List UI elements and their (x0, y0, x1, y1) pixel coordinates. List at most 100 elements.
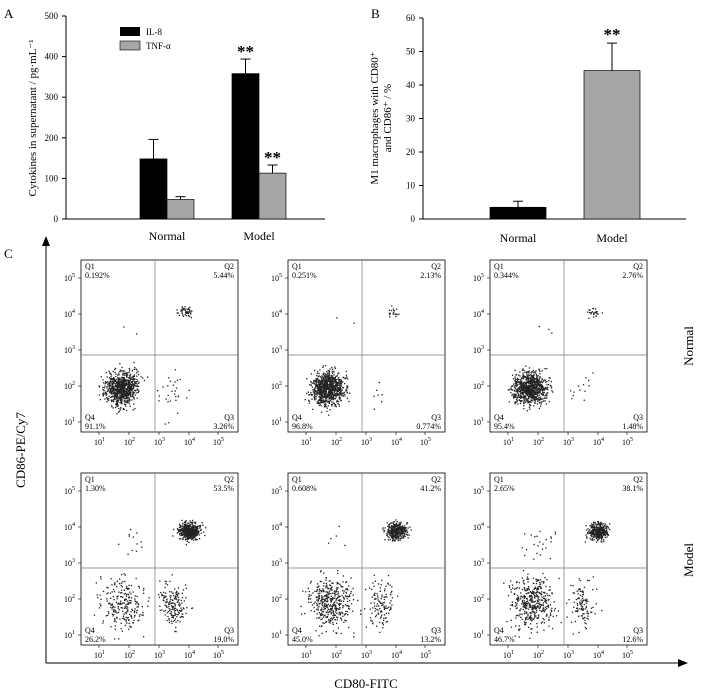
event-dot (319, 376, 322, 378)
event-dot (105, 382, 107, 384)
event-dot (170, 611, 173, 613)
event-dot (179, 605, 181, 607)
event-dot (588, 385, 590, 387)
event-dot (333, 402, 336, 405)
event-dot (329, 399, 332, 401)
event-dot (386, 596, 388, 598)
event-dot (321, 379, 323, 381)
event-dot (509, 608, 511, 610)
event-dot (165, 592, 167, 594)
event-dot (193, 534, 196, 536)
event-dot (158, 400, 160, 402)
event-dot (328, 401, 330, 404)
event-dot (319, 571, 322, 573)
event-dot (186, 536, 188, 538)
event-dot (319, 613, 321, 615)
event-dot (113, 386, 115, 388)
event-dot (529, 374, 531, 376)
event-dot (403, 534, 405, 537)
event-dot (132, 383, 134, 385)
event-dot (127, 395, 129, 397)
event-dot (129, 377, 131, 379)
event-dot (533, 386, 535, 389)
event-dot (111, 380, 113, 383)
event-dot (393, 312, 395, 314)
event-dot (539, 405, 542, 407)
panel-b-error-bar (513, 200, 523, 208)
event-dot (130, 616, 132, 618)
event-dot (121, 382, 123, 384)
event-dot (517, 403, 519, 405)
event-dot (130, 385, 132, 387)
event-dot (326, 381, 329, 383)
event-dot (189, 530, 191, 533)
event-dot (332, 597, 334, 600)
event-dot (515, 374, 518, 376)
event-dot (188, 525, 190, 528)
event-dot (334, 389, 336, 391)
event-dot (515, 378, 517, 381)
event-dot (200, 529, 202, 531)
event-dot (107, 592, 109, 594)
event-dot (119, 583, 121, 585)
event-dot (100, 604, 102, 607)
event-dot (120, 600, 122, 602)
event-dot (111, 406, 113, 408)
event-dot (137, 373, 140, 376)
event-dot (549, 589, 551, 591)
event-dot (337, 572, 339, 575)
event-dot (533, 399, 536, 401)
panel-a-bar-normal-il8 (139, 158, 168, 220)
event-dot (315, 378, 318, 381)
event-dot (117, 389, 119, 391)
event-dot (539, 383, 541, 385)
event-dot (341, 586, 343, 588)
event-dot (126, 383, 128, 385)
event-dot (549, 377, 551, 379)
tick-exponent: 5 (630, 437, 633, 443)
event-dot (522, 368, 524, 370)
event-dot (172, 535, 174, 537)
event-dot (127, 374, 129, 376)
event-dot (125, 599, 127, 601)
event-dot (341, 393, 343, 395)
event-dot (514, 401, 516, 403)
event-dot (115, 390, 118, 392)
event-dot (377, 609, 379, 611)
quadrant-name-q1: Q1 (85, 475, 95, 484)
event-dot (116, 382, 119, 384)
event-dot (522, 389, 524, 391)
event-dot (534, 402, 536, 404)
event-dot (122, 372, 124, 374)
event-dot (342, 612, 344, 614)
event-dot (514, 393, 516, 395)
event-dot (177, 596, 179, 598)
event-dot (345, 389, 347, 391)
panel-a-bar-model-tnf (258, 172, 287, 220)
event-dot (175, 595, 177, 598)
event-dot (343, 393, 346, 395)
event-dot (190, 525, 192, 528)
event-dot (339, 396, 341, 398)
quadrant-percent-q4: 96.8% (292, 422, 313, 431)
event-dot (325, 585, 327, 587)
event-dot (112, 388, 115, 391)
event-dot (531, 391, 533, 393)
quadrant-name-q4: Q4 (85, 626, 95, 635)
event-dot (523, 376, 525, 378)
event-dot (329, 381, 331, 383)
event-dot (516, 388, 519, 390)
event-dot (516, 399, 518, 401)
event-dot (335, 598, 337, 600)
event-dot (343, 377, 345, 379)
event-dot (118, 389, 120, 391)
event-dot (518, 388, 520, 391)
event-dot (323, 379, 325, 381)
event-dot (127, 587, 129, 590)
event-dot (134, 382, 136, 385)
event-dot (311, 394, 313, 396)
quadrant-name-q1: Q1 (494, 475, 504, 484)
event-dot (526, 382, 528, 384)
event-dot (533, 405, 535, 407)
event-dot (381, 594, 383, 596)
